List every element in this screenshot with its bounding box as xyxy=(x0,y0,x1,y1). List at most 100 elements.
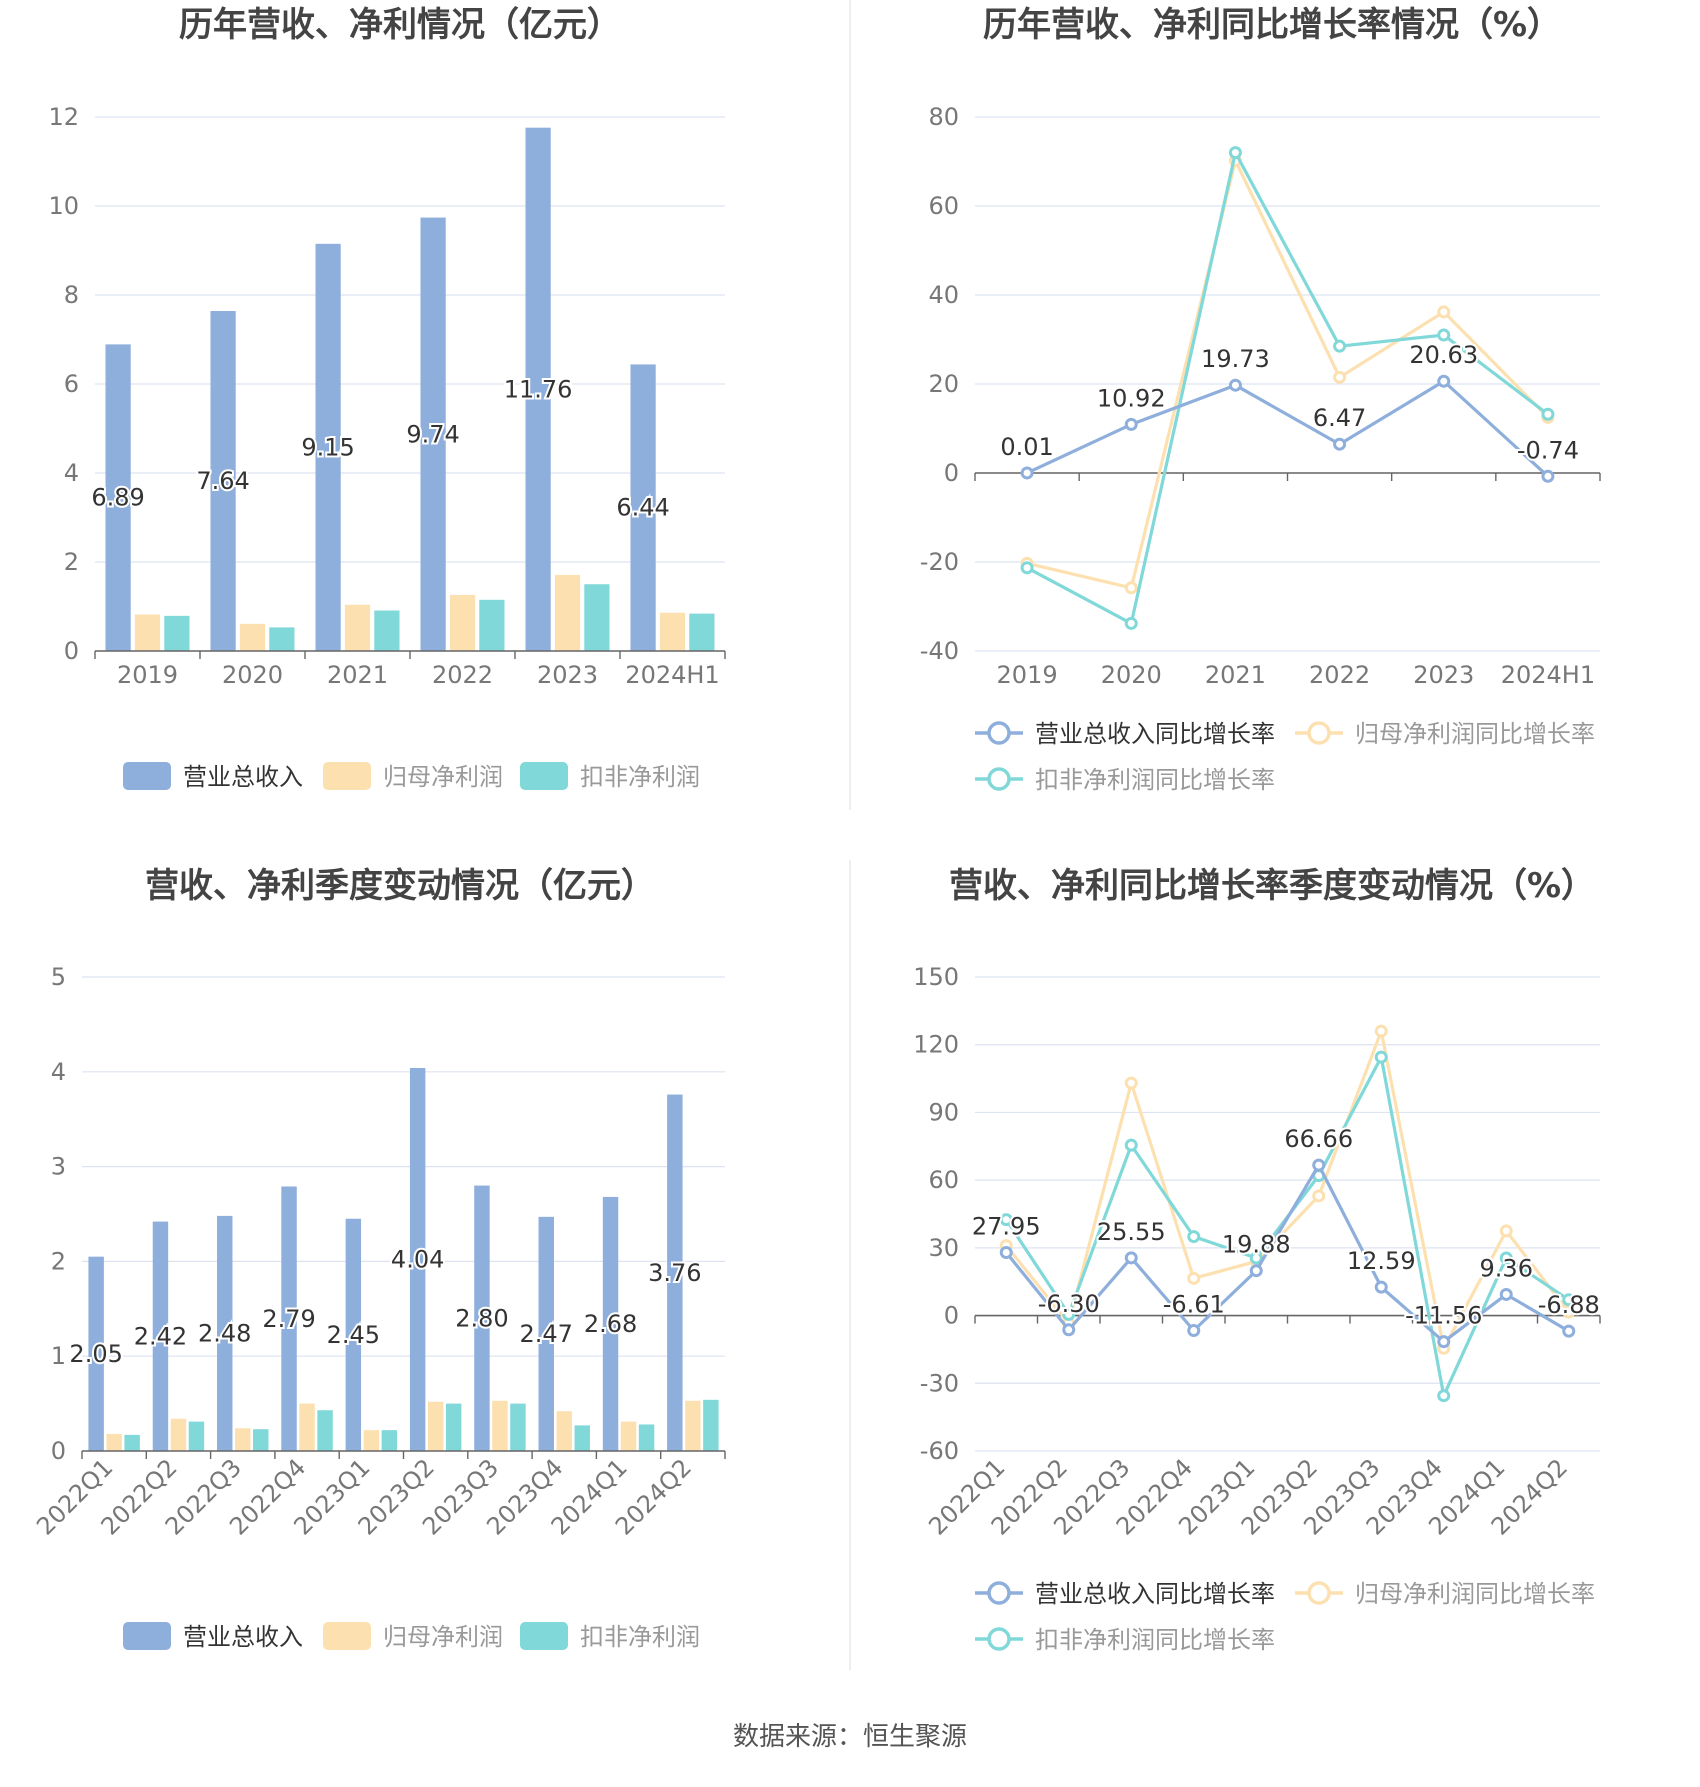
x-tick-label: 2019 xyxy=(997,661,1058,689)
legend-label: 营业总收入同比增长率 xyxy=(1035,1580,1275,1608)
bar xyxy=(667,1094,683,1451)
chart-title: 历年营收、净利情况（亿元） xyxy=(179,5,621,45)
bar xyxy=(299,1403,315,1451)
bar xyxy=(253,1429,269,1451)
data-point xyxy=(1124,581,1138,595)
data-label: 66.66 xyxy=(1284,1125,1353,1153)
data-label: 9.15 xyxy=(301,433,354,461)
data-label: 20.63 xyxy=(1409,341,1478,369)
y-tick-label: -20 xyxy=(920,548,959,576)
legend-swatch xyxy=(323,762,371,790)
data-point xyxy=(1228,378,1242,392)
data-point xyxy=(1187,1323,1201,1337)
y-tick-label: 12 xyxy=(48,103,79,131)
legend-label: 扣非净利润 xyxy=(580,763,700,791)
bar xyxy=(474,1185,490,1451)
legend-label: 营业总收入 xyxy=(183,1623,303,1651)
bar xyxy=(315,243,341,651)
bar xyxy=(479,599,505,651)
data-label: 6.89 xyxy=(91,484,144,512)
x-tick-label: 2024H1 xyxy=(625,661,719,689)
bar xyxy=(427,1401,444,1451)
data-point xyxy=(1020,561,1034,575)
bar xyxy=(164,615,190,651)
data-label: 27.95 xyxy=(972,1212,1041,1240)
data-label: 19.88 xyxy=(1222,1231,1291,1259)
bar xyxy=(105,344,131,651)
legend-label: 营业总收入同比增长率 xyxy=(1035,720,1275,748)
legend-marker xyxy=(987,1581,1011,1605)
bar xyxy=(345,1218,362,1451)
data-point xyxy=(1312,1189,1326,1203)
y-tick-label: -40 xyxy=(920,637,959,665)
series-line xyxy=(1005,1163,1570,1344)
bar xyxy=(510,1403,526,1451)
legend-swatch xyxy=(123,1622,171,1650)
y-tick-label: 8 xyxy=(64,281,79,309)
data-label: -6.61 xyxy=(1163,1290,1225,1318)
x-tick-label: 2020 xyxy=(222,661,283,689)
series-line xyxy=(1005,1029,1571,1350)
bar xyxy=(538,1216,554,1451)
y-tick-label: 80 xyxy=(928,103,959,131)
x-tick-label: 2023 xyxy=(537,661,598,689)
legend-marker xyxy=(987,1627,1011,1651)
data-label: 9.36 xyxy=(1480,1254,1533,1282)
legend-label: 归母净利润同比增长率 xyxy=(1355,720,1595,748)
data-point xyxy=(1437,328,1451,342)
data-label: 2.47 xyxy=(520,1320,573,1348)
data-point xyxy=(1020,466,1034,480)
data-point xyxy=(1499,1287,1513,1301)
bar xyxy=(574,1425,590,1451)
bar xyxy=(344,604,371,651)
data-point xyxy=(1541,407,1555,421)
x-tick-label: 2022 xyxy=(1309,661,1370,689)
bar xyxy=(556,1411,572,1451)
bar xyxy=(602,1196,619,1451)
data-label: 7.64 xyxy=(196,467,249,495)
data-point xyxy=(1437,374,1451,388)
legend-label: 扣非净利润 xyxy=(580,1623,700,1651)
bar xyxy=(88,1256,104,1451)
bar xyxy=(420,217,446,651)
data-point xyxy=(1187,1271,1201,1285)
data-label: -0.74 xyxy=(1517,436,1579,464)
bar xyxy=(409,1068,426,1451)
data-label: 9.74 xyxy=(406,420,459,448)
data-point xyxy=(1541,469,1555,483)
data-label: 6.47 xyxy=(1313,404,1366,432)
series-line xyxy=(1026,159,1550,590)
legend-swatch xyxy=(520,1622,568,1650)
x-tick-label: 2024H1 xyxy=(1501,661,1595,689)
data-point xyxy=(1124,1076,1138,1090)
data-label: -11.56 xyxy=(1405,1302,1482,1330)
data-label: 2.80 xyxy=(455,1304,508,1332)
bar xyxy=(124,1434,140,1451)
data-point xyxy=(1062,1323,1076,1337)
legend-label: 归母净利润同比增长率 xyxy=(1355,1580,1595,1608)
data-point xyxy=(1228,146,1242,160)
chart-title: 历年营收、净利同比增长率情况（%） xyxy=(983,5,1561,45)
x-tick-label: 2022 xyxy=(432,661,493,689)
y-tick-label: 3 xyxy=(51,1153,66,1181)
bar xyxy=(374,610,400,651)
data-point xyxy=(1124,417,1138,431)
bar xyxy=(152,1221,169,1451)
data-point xyxy=(1562,1293,1576,1307)
bar xyxy=(449,594,476,651)
data-point xyxy=(1333,370,1347,384)
data-point xyxy=(1249,1251,1263,1265)
legend-label: 营业总收入 xyxy=(183,763,303,791)
legend-label: 归母净利润 xyxy=(383,1623,503,1651)
data-point xyxy=(999,1213,1013,1227)
legend-label: 扣非净利润同比增长率 xyxy=(1035,766,1275,794)
legend-marker xyxy=(987,721,1011,745)
data-point xyxy=(1562,1324,1576,1338)
x-tick-label: 2021 xyxy=(327,661,388,689)
data-label: 2.79 xyxy=(262,1305,315,1333)
y-tick-label: 5 xyxy=(51,963,66,991)
data-label: 2.05 xyxy=(69,1340,122,1368)
data-point xyxy=(1562,1305,1576,1319)
